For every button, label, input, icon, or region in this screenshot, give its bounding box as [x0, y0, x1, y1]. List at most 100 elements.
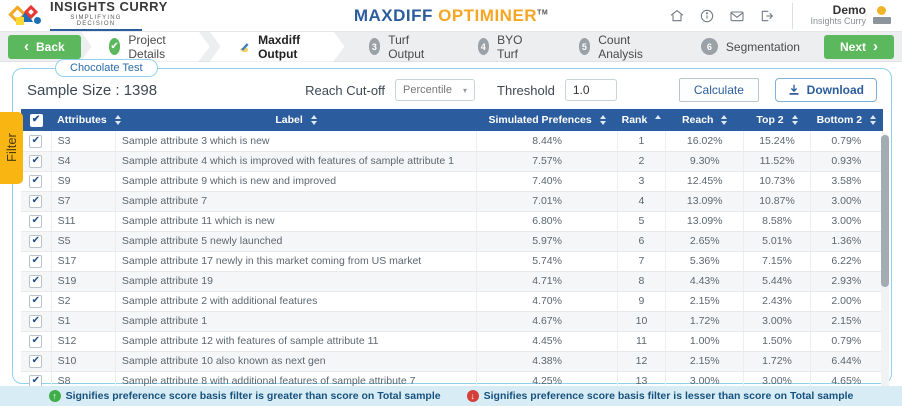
table-row[interactable]: ✔ S12 Sample attribute 12 with features … [21, 331, 884, 352]
sort-top2-icon[interactable] [791, 115, 798, 125]
cell-top2: 15.24% [743, 131, 811, 152]
project-tab[interactable]: Chocolate Test [55, 59, 158, 77]
home-icon[interactable] [668, 7, 685, 24]
cell-bottom2: 0.93% [810, 151, 884, 172]
download-button[interactable]: Download [774, 78, 877, 102]
wizard-step-maxdiff-output[interactable]: ✔ Maxdiff Output [210, 32, 345, 62]
wizard-step-count-analysis[interactable]: ✔ 5 Count Analysis [555, 32, 677, 62]
cell-attribute: S1 [51, 311, 116, 332]
row-checkbox[interactable]: ✔ [29, 154, 43, 168]
table-row[interactable]: ✔ S5 Sample attribute 5 newly launched 5… [21, 231, 884, 252]
legend-greater-text: Signifies preference score basis filter … [65, 390, 441, 402]
cell-top2: 5.44% [743, 271, 811, 292]
cell-top2: 3.00% [743, 311, 811, 332]
sort-bottom2-icon[interactable] [870, 115, 877, 125]
sort-pref-icon[interactable] [599, 115, 606, 125]
table-row[interactable]: ✔ S11 Sample attribute 11 which is new 6… [21, 211, 884, 232]
cell-rank: 7 [617, 251, 667, 272]
row-checkbox[interactable]: ✔ [29, 214, 43, 228]
wizard-step-turf-output[interactable]: ✔ 3 Turf Output [345, 32, 454, 62]
table-row[interactable]: ✔ S9 Sample attribute 9 which is new and… [21, 171, 884, 192]
mail-icon[interactable] [728, 7, 745, 24]
logout-icon[interactable] [758, 7, 775, 24]
brand-logo[interactable]: INSIGHTS CURRY SIMPLIFYING DECISION [8, 0, 168, 31]
cell-rank: 11 [617, 331, 667, 352]
table-row[interactable]: ✔ S19 Sample attribute 19 4.71% 8 4.43% … [21, 271, 884, 292]
cell-label: Sample attribute 3 which is new [115, 131, 478, 152]
row-checkbox[interactable]: ✔ [29, 254, 43, 268]
trademark-symbol: TM [537, 8, 549, 16]
step-number: 4 [477, 38, 490, 55]
cell-top2: 8.58% [743, 211, 811, 232]
cell-rank: 1 [617, 131, 667, 152]
row-checkbox[interactable]: ✔ [29, 354, 43, 368]
cell-rank: 10 [617, 311, 667, 332]
back-button[interactable]: ‹ Back [8, 34, 81, 59]
wizard-step-project-details[interactable]: ✔ Project Details [81, 32, 210, 62]
step-number: 6 [700, 38, 718, 55]
cell-bottom2: 2.15% [810, 311, 884, 332]
cell-attribute: S11 [51, 211, 116, 232]
next-button[interactable]: Next › [823, 34, 894, 59]
row-checkbox[interactable]: ✔ [29, 174, 43, 188]
step-number: 3 [368, 38, 381, 55]
cell-simulated-prefence: 7.40% [476, 171, 618, 192]
table-scrollbar[interactable] [881, 133, 889, 390]
cell-reach: 2.65% [665, 231, 745, 252]
cell-rank: 9 [617, 291, 667, 312]
step-label: Segmentation [725, 39, 800, 54]
filter-tab[interactable]: Filter [0, 112, 23, 184]
reach-cutoff-select[interactable]: Percentile ▾ [395, 79, 476, 101]
table-header-row: ✔ Attributes Label Simulated Prefences R… [21, 109, 883, 131]
table-row[interactable]: ✔ S10 Sample attribute 10 also known as … [21, 351, 884, 372]
table-row[interactable]: ✔ S4 Sample attribute 4 which is improve… [21, 151, 884, 172]
cell-reach: 13.09% [665, 211, 745, 232]
step-label: Count Analysis [598, 32, 643, 61]
cell-rank: 5 [617, 211, 667, 232]
row-checkbox[interactable]: ✔ [29, 134, 43, 148]
table-row[interactable]: ✔ S1 Sample attribute 1 4.67% 10 1.72% 3… [21, 311, 884, 332]
table-row[interactable]: ✔ S17 Sample attribute 17 newly in this … [21, 251, 884, 272]
cell-top2: 1.72% [743, 351, 811, 372]
sort-attributes-icon[interactable] [114, 115, 121, 125]
sort-rank-icon[interactable] [655, 115, 662, 125]
row-checkbox[interactable]: ✔ [29, 314, 43, 328]
threshold-label: Threshold [497, 82, 555, 98]
wizard-step-segmentation[interactable]: ✔ 6 Segmentation [677, 32, 824, 62]
user-menu[interactable]: Demo Insights Curry [810, 3, 892, 27]
cell-label: Sample attribute 19 [115, 271, 478, 292]
cell-simulated-prefence: 4.38% [476, 351, 618, 372]
back-chevron-icon: ‹ [24, 38, 29, 55]
cell-label: Sample attribute 2 with additional featu… [115, 291, 478, 312]
threshold-input[interactable] [564, 79, 617, 101]
row-checkbox[interactable]: ✔ [29, 194, 43, 208]
app-title: MAXDIFF OPTIMINERTM [354, 6, 548, 26]
table-row[interactable]: ✔ S3 Sample attribute 3 which is new 8.4… [21, 131, 884, 152]
row-checkbox[interactable]: ✔ [29, 294, 43, 308]
sample-size-label: Sample Size : 1398 [27, 81, 158, 99]
table-row[interactable]: ✔ S7 Sample attribute 7 7.01% 4 13.09% 1… [21, 191, 884, 212]
col-bottom2: Bottom 2 [816, 114, 863, 126]
cell-reach: 2.15% [665, 351, 745, 372]
cell-top2: 10.73% [743, 171, 811, 192]
row-checkbox[interactable]: ✔ [29, 334, 43, 348]
sort-reach-icon[interactable] [721, 115, 728, 125]
step-label: Maxdiff Output [258, 32, 301, 61]
table-row[interactable]: ✔ S2 Sample attribute 2 with additional … [21, 291, 884, 312]
col-rank: Rank [621, 114, 648, 126]
info-icon[interactable] [698, 7, 715, 24]
row-checkbox[interactable]: ✔ [29, 274, 43, 288]
row-checkbox[interactable]: ✔ [29, 234, 43, 248]
app-title-maxdiff: MAXDIFF [353, 5, 433, 25]
cell-simulated-prefence: 4.70% [476, 291, 618, 312]
calculate-button[interactable]: Calculate [678, 78, 759, 102]
scrollbar-thumb[interactable] [881, 135, 889, 287]
cell-top2: 5.01% [743, 231, 811, 252]
greater-arrow-icon: ↑ [48, 390, 61, 402]
wizard-step-byo-turf[interactable]: ✔ 4 BYO Turf [454, 32, 555, 62]
select-all-checkbox[interactable]: ✔ [29, 113, 43, 127]
sort-label-icon[interactable] [310, 115, 317, 125]
col-attributes: Attributes [57, 114, 107, 126]
cell-bottom2: 0.79% [810, 131, 884, 152]
table-body: ✔ S3 Sample attribute 3 which is new 8.4… [21, 131, 884, 392]
